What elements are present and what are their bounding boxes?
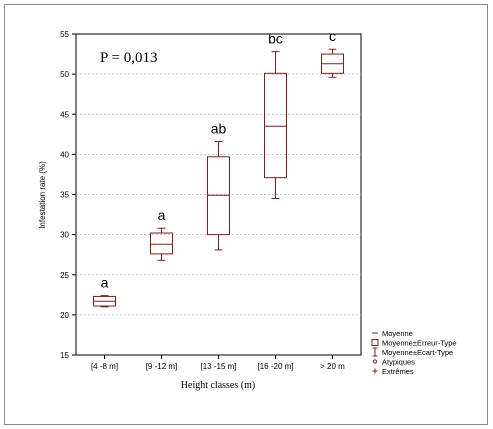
x-axis-label: Height classes (m) <box>181 380 255 391</box>
legend-item: Atypiques <box>372 357 415 366</box>
x-tick-label: [9 -12 m] <box>146 362 178 371</box>
legend-box-symbol <box>371 339 379 346</box>
y-tick-label: 40 <box>60 150 69 159</box>
legend-outlier-symbol <box>372 359 378 364</box>
legend-label: Moyenne <box>382 329 413 338</box>
legend-label: Extrêmes <box>382 367 414 376</box>
group-letter: a <box>158 207 166 223</box>
plot-area <box>75 33 362 356</box>
x-tick-label: [4 -8 m] <box>91 362 118 371</box>
y-tick-label: 30 <box>60 231 69 240</box>
x-axis-ticks: [4 -8 m] [9 -12 m] [13 -15 m] [16 -20 m] > 2… <box>91 355 345 371</box>
y-tick-label: 25 <box>60 271 69 280</box>
x-tick-label: [16 -20 m] <box>257 362 293 371</box>
y-axis-label: Infestation rate (%) <box>38 161 47 229</box>
y-tick-label: 15 <box>60 351 69 360</box>
legend-label: Moyenne±Erreur-Type <box>382 338 457 347</box>
group-letter: c <box>329 28 336 44</box>
p-value-annotation: P = 0,013 <box>100 50 158 66</box>
legend-label: Moyenne±Ecart-Type <box>382 348 453 357</box>
box-group: a <box>150 207 173 261</box>
legend-label: Atypiques <box>382 357 415 366</box>
y-tick-label: 45 <box>60 110 69 119</box>
box-group: ab <box>207 121 230 251</box>
y-tick-label: 35 <box>60 191 69 200</box>
y-tick-label: 20 <box>60 311 69 320</box>
error-box <box>264 72 287 179</box>
error-box <box>150 232 173 255</box>
x-tick-label: [13 -15 m] <box>200 362 236 371</box>
box-group: c <box>321 28 344 78</box>
group-letter: ab <box>211 121 227 137</box>
y-axis-ticks: 15 20 25 30 35 40 45 50 55 <box>60 30 76 360</box>
grid-lines <box>76 73 361 316</box>
box-group: a <box>93 275 116 308</box>
box-group: bc <box>264 31 287 200</box>
x-tick-label: > 20 m <box>320 362 345 371</box>
legend-item: Moyenne±Erreur-Type <box>371 338 457 347</box>
y-tick-label: 50 <box>60 70 69 79</box>
y-tick-label: 55 <box>60 30 69 39</box>
group-letter: bc <box>268 31 283 47</box>
box-series: a a ab bc c <box>93 28 344 308</box>
legend-item: Extrêmes <box>372 367 414 376</box>
legend: MoyenneMoyenne±Erreur-TypeMoyenne±Ecart-… <box>371 329 457 376</box>
legend-item: Moyenne <box>372 329 413 338</box>
group-letter: a <box>101 275 109 291</box>
legend-item: Moyenne±Ecart-Type <box>372 347 453 357</box>
